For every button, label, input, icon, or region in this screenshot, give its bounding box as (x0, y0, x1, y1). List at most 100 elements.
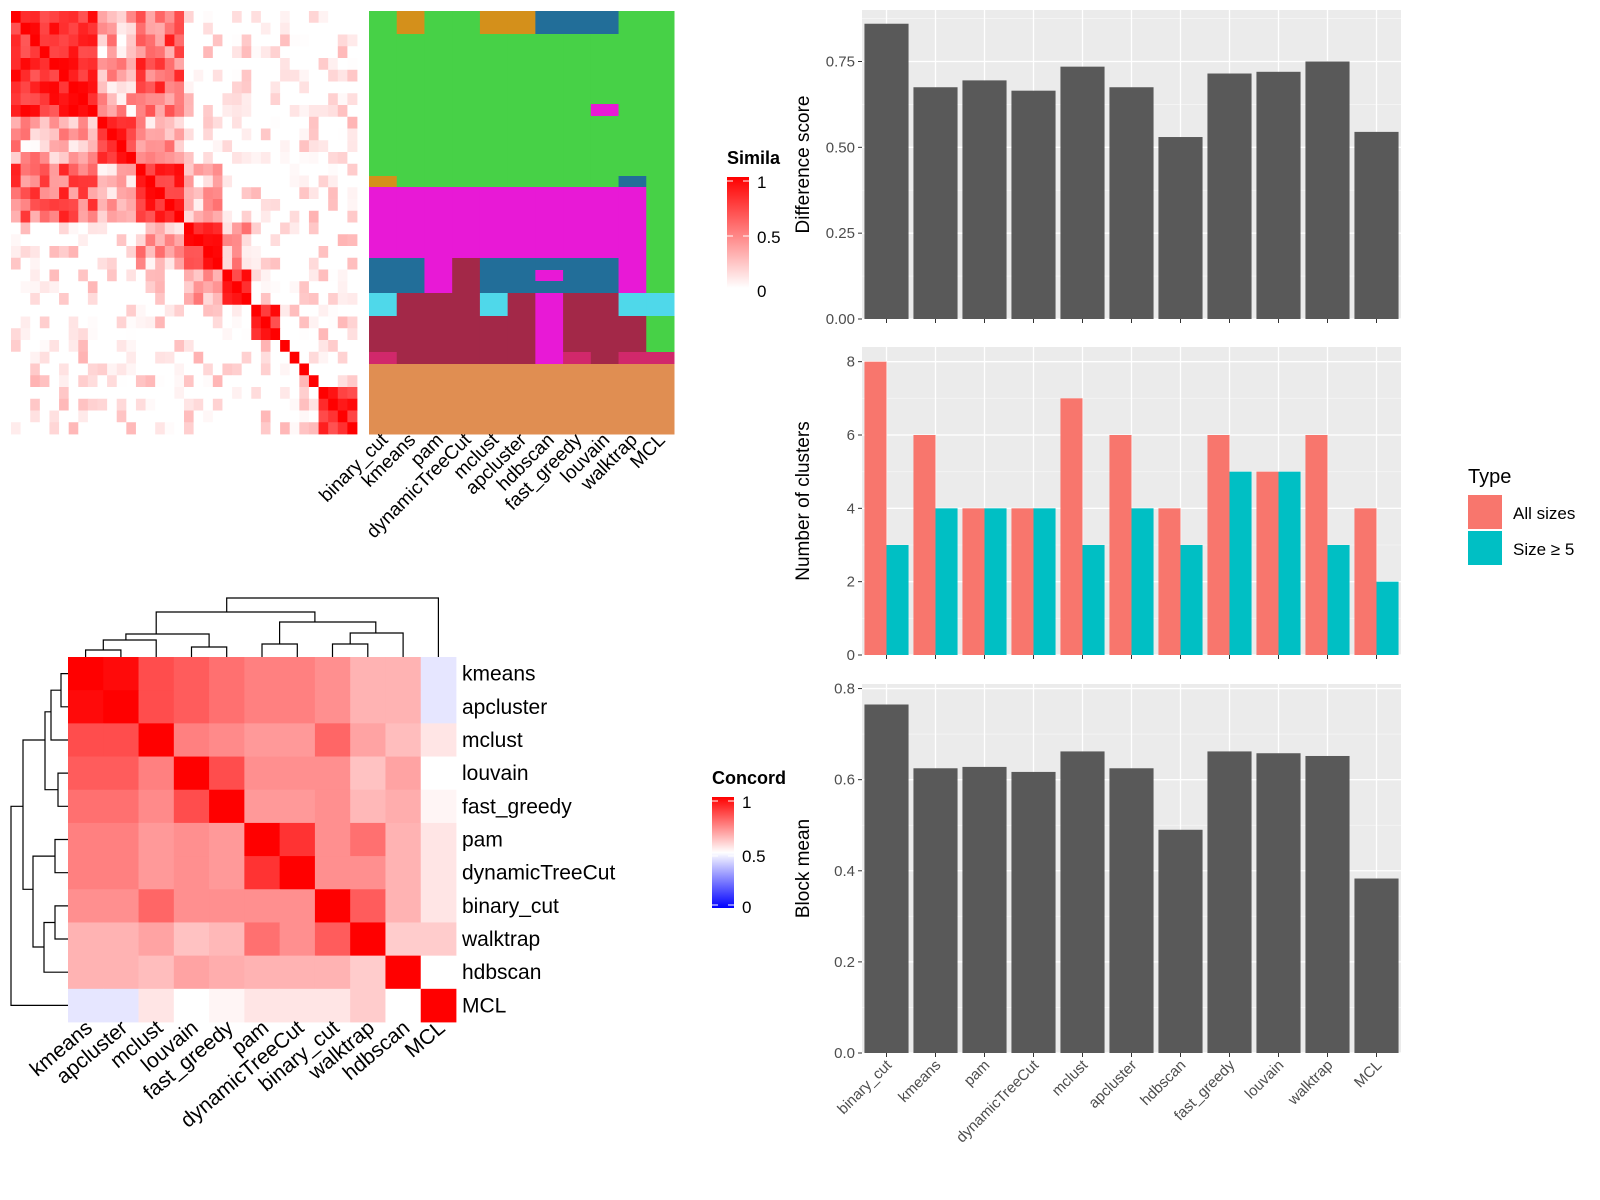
concordance-cell (244, 657, 281, 691)
similarity-cell (251, 387, 262, 400)
similarity-cell (260, 93, 271, 106)
similarity-cell (299, 152, 310, 165)
class-cell (452, 11, 481, 35)
bar (1158, 137, 1203, 319)
similarity-cell (145, 398, 156, 411)
concordance-cell (209, 657, 245, 691)
similarity-cell (299, 199, 310, 212)
similarity-cell (107, 152, 118, 165)
similarity-cell (222, 281, 233, 294)
concordance-cell (385, 756, 422, 791)
similarity-cell (68, 163, 79, 176)
similarity-cell (59, 152, 70, 165)
similarity-cell (135, 257, 146, 270)
class-cell (369, 176, 398, 188)
concordance-cell (244, 856, 281, 890)
similarity-cell (318, 293, 329, 306)
concordance-row-label: pam (462, 829, 503, 852)
similarity-cell (203, 340, 214, 353)
similarity-cell (270, 246, 281, 259)
class-cell (563, 104, 592, 117)
similarity-cell (328, 328, 339, 341)
similarity-cell (318, 81, 329, 94)
similarity-cell (39, 351, 50, 364)
similarity-cell (270, 46, 281, 59)
similarity-legend-tick-label: 0 (757, 282, 766, 301)
similarity-cell (145, 293, 156, 306)
similarity-cell (145, 422, 156, 435)
similarity-cell (145, 222, 156, 235)
concordance-cell (350, 955, 386, 990)
similarity-cell (11, 222, 22, 235)
concordance-cell (173, 988, 210, 1023)
y-tick-label: 0.0 (834, 1045, 855, 1062)
similarity-cell (328, 293, 339, 306)
similarity-cell (126, 328, 137, 341)
similarity-cell (39, 281, 50, 294)
similarity-cell (97, 58, 108, 71)
class-cell (424, 281, 453, 294)
concordance-cell (279, 889, 316, 923)
similarity-cell (328, 387, 339, 400)
similarity-cell (155, 422, 166, 435)
similarity-cell (270, 410, 281, 423)
similarity-cell (59, 234, 70, 247)
similarity-cell (126, 234, 137, 247)
similarity-cell (251, 375, 262, 388)
similarity-cell (270, 316, 281, 329)
class-cell (618, 281, 647, 294)
similarity-cell (11, 210, 22, 223)
similarity-cell (232, 128, 243, 141)
concordance-cell (420, 922, 457, 957)
similarity-cell (184, 246, 195, 259)
similarity-cell (39, 140, 50, 153)
similarity-cell (184, 351, 195, 364)
similarity-cell (203, 210, 214, 223)
concordance-dendrograms (10, 597, 439, 1007)
similarity-cell (126, 316, 137, 329)
similarity-cell (49, 257, 60, 270)
concordance-cell (68, 690, 104, 724)
similarity-cell (30, 398, 41, 411)
concordance-legend-tick-label: 1 (742, 793, 751, 812)
similarity-cell (78, 281, 89, 294)
similarity-cell (328, 140, 339, 153)
similarity-cell (116, 375, 127, 388)
similarity-cell (135, 22, 146, 35)
similarity-cell (260, 316, 271, 329)
similarity-legend: Simila 1 0.5 0 (727, 148, 781, 301)
concordance-cell (103, 822, 139, 857)
similarity-cell (78, 363, 89, 376)
similarity-cell (145, 128, 156, 141)
similarity-cell (289, 46, 300, 59)
concordance-cell (350, 822, 386, 857)
similarity-cell (78, 293, 89, 306)
similarity-cell (59, 316, 70, 329)
similarity-cell (30, 316, 41, 329)
similarity-cell (49, 58, 60, 71)
concordance-cell (420, 690, 457, 724)
similarity-cell (116, 410, 127, 423)
similarity-cell (270, 163, 281, 176)
class-cell (535, 364, 564, 435)
similarity-cell (87, 163, 98, 176)
similarity-cell (68, 81, 79, 94)
class-cell (618, 352, 647, 365)
similarity-cell (347, 11, 358, 24)
y-axis-title: Difference score (793, 96, 814, 234)
concordance-cell (68, 955, 104, 990)
similarity-cell (289, 422, 300, 435)
similarity-cell (155, 222, 166, 235)
similarity-cell (78, 304, 89, 317)
similarity-cell (49, 46, 60, 59)
similarity-cell (68, 105, 79, 118)
similarity-cell (68, 222, 79, 235)
similarity-cell (97, 363, 108, 376)
similarity-cell (107, 116, 118, 129)
similarity-cell (107, 175, 118, 188)
bar (1354, 508, 1377, 655)
bar (1158, 829, 1203, 1053)
similarity-cell (20, 328, 31, 341)
bar (913, 768, 958, 1053)
